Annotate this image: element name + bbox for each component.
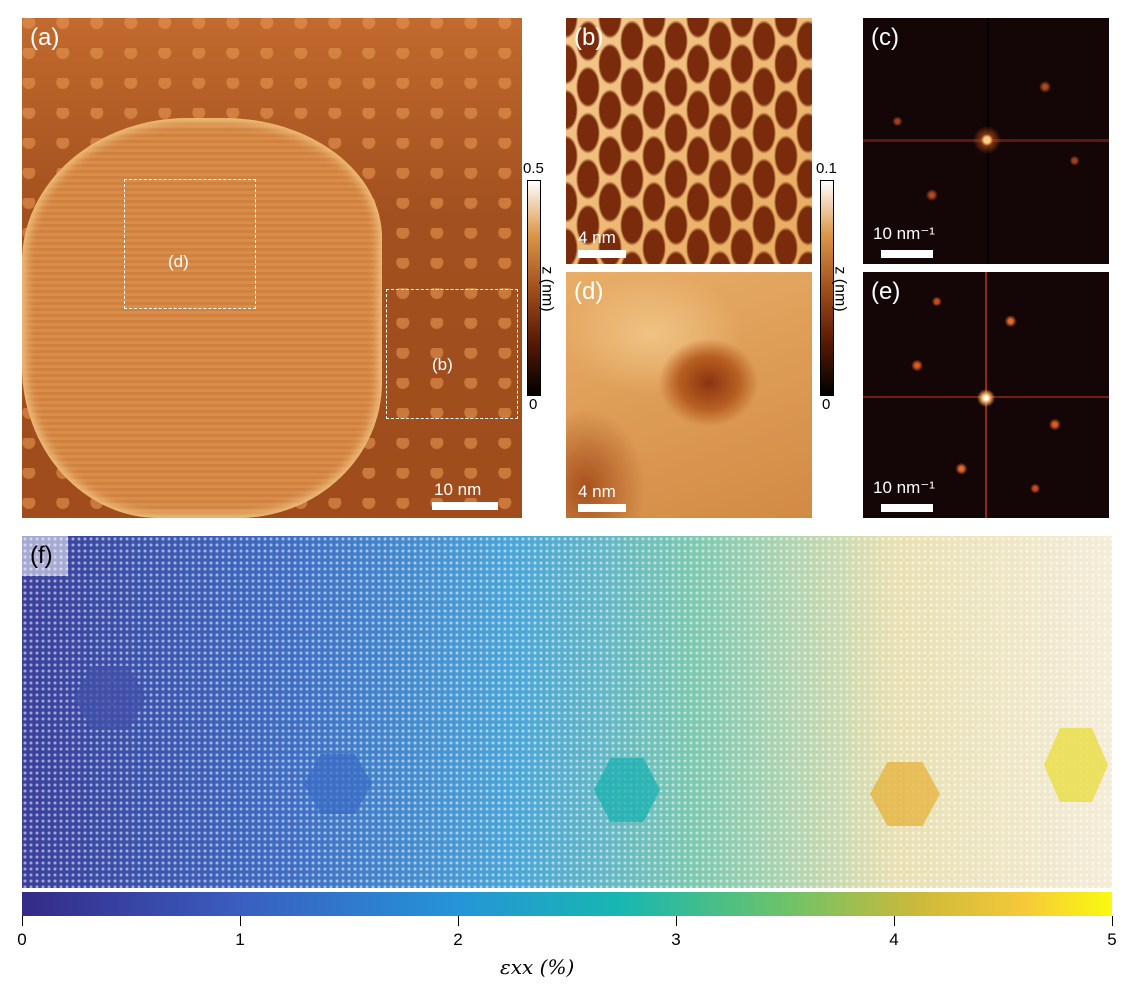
strain-region-5 bbox=[1044, 728, 1108, 802]
fft-c-spots bbox=[863, 18, 1109, 264]
strain-tick-label-0: 0 bbox=[17, 930, 27, 949]
colorbar-bd-max: 0.1 bbox=[816, 160, 837, 177]
panel-b-moire: (b) 4 nm bbox=[566, 18, 812, 264]
panel-d-topography: (d) 4 nm bbox=[566, 272, 812, 518]
strain-tick-label-3: 3 bbox=[671, 930, 681, 949]
region-d-label: (d) bbox=[168, 252, 189, 271]
region-b-box bbox=[386, 289, 518, 419]
panel-d-label: (d) bbox=[574, 278, 604, 305]
scalebar-d bbox=[578, 504, 626, 512]
colorbar-strain-title: εxx (%) bbox=[500, 955, 575, 979]
panel-f-label: (f) bbox=[30, 542, 53, 569]
colorbar-strain bbox=[22, 892, 1112, 916]
colorbar-a-title: z (nm) bbox=[538, 266, 556, 312]
strain-region-3 bbox=[594, 758, 660, 822]
panel-c-fft: (c) 10 nm⁻¹ bbox=[863, 18, 1109, 264]
strain-tick-label-1: 1 bbox=[235, 930, 245, 949]
panel-e-fft: (e) 10 nm⁻¹ bbox=[863, 272, 1109, 518]
scalebar-a-text: 10 nm bbox=[434, 480, 482, 499]
strain-region-2 bbox=[304, 754, 372, 814]
strain-tick-4 bbox=[893, 916, 895, 926]
strain-region-1 bbox=[74, 666, 146, 730]
terrace-island bbox=[22, 118, 382, 518]
region-b-label: (b) bbox=[432, 355, 453, 374]
scalebar-d-text: 4 nm bbox=[578, 482, 616, 501]
scalebar-a bbox=[432, 502, 498, 510]
colorbar-a bbox=[527, 180, 541, 396]
strain-tick-label-2: 2 bbox=[453, 930, 463, 949]
scalebar-b-text: 4 nm bbox=[578, 228, 616, 247]
region-d-box bbox=[124, 179, 256, 309]
scalebar-b bbox=[578, 250, 626, 258]
panel-f-label-bg bbox=[22, 536, 68, 576]
scalebar-c bbox=[881, 250, 933, 258]
panel-a-topography: (d) (b) (a) 10 nm bbox=[22, 18, 522, 518]
panel-e-label: (e) bbox=[871, 278, 901, 305]
colorbar-bd-min: 0 bbox=[822, 396, 831, 413]
colorbar-bd-title: z (nm) bbox=[831, 266, 849, 312]
colorbar-bd bbox=[820, 180, 834, 396]
panel-b-label: (b) bbox=[574, 24, 604, 51]
strain-tick-3 bbox=[675, 916, 677, 926]
panel-c-label: (c) bbox=[871, 24, 899, 51]
strain-tick-1 bbox=[239, 916, 241, 926]
scalebar-e-text: 10 nm⁻¹ bbox=[873, 478, 935, 497]
strain-region-4 bbox=[870, 762, 940, 826]
strain-tick-2 bbox=[457, 916, 459, 926]
colorbar-a-min: 0 bbox=[529, 396, 538, 413]
panel-a-label: (a) bbox=[30, 24, 60, 51]
scalebar-c-text: 10 nm⁻¹ bbox=[873, 224, 935, 243]
strain-tick-label-5: 5 bbox=[1107, 930, 1117, 949]
strain-tick-label-4: 4 bbox=[889, 930, 899, 949]
fft-e-spots bbox=[863, 272, 1109, 518]
panel-f-strain-map: (f) bbox=[22, 536, 1112, 888]
strain-tick-5 bbox=[1111, 916, 1113, 926]
scalebar-e bbox=[881, 504, 933, 512]
colorbar-a-max: 0.5 bbox=[523, 160, 544, 177]
strain-tick-0 bbox=[21, 916, 23, 926]
